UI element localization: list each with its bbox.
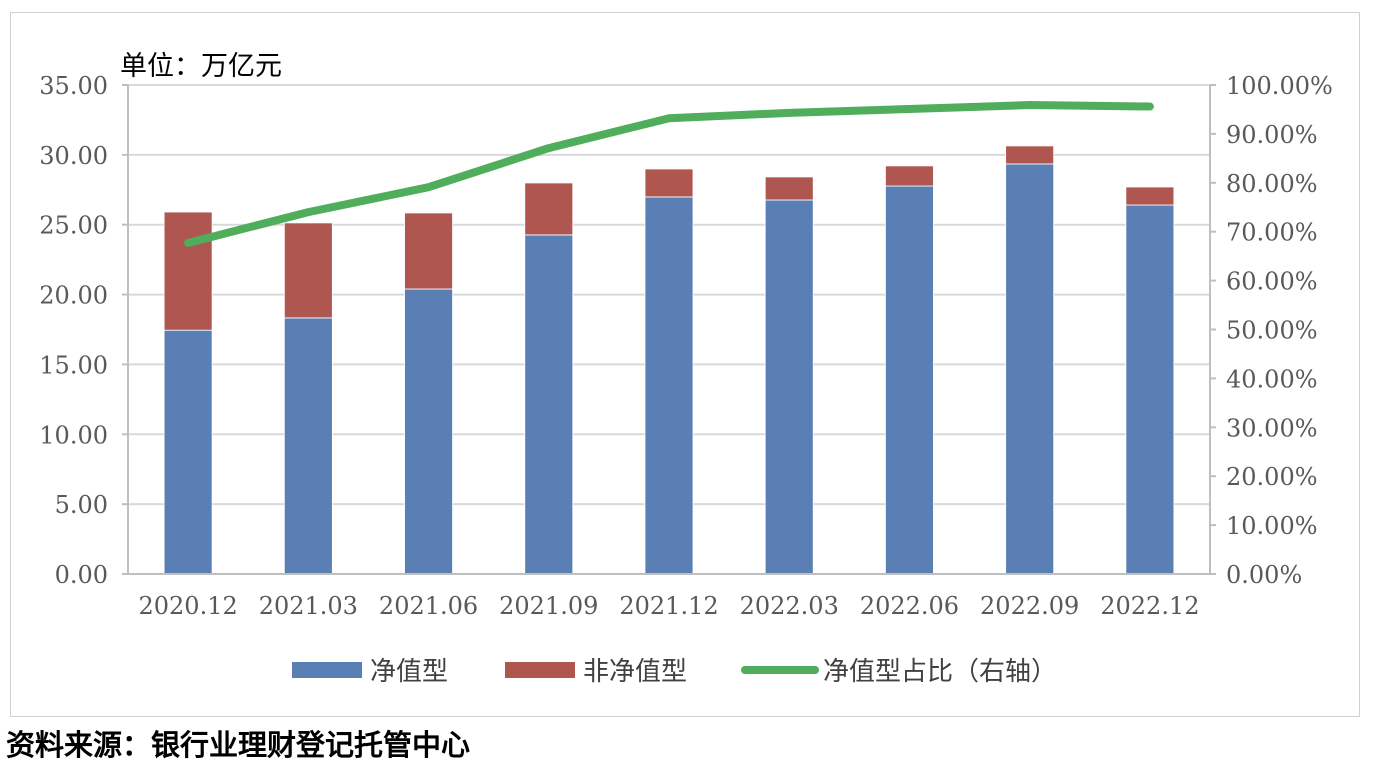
right-tick-label: 70.00% — [1226, 219, 1318, 247]
left-tick-label: 15.00 — [39, 351, 108, 379]
right-tick-label: 100.00% — [1226, 72, 1333, 100]
right-tick-label: 20.00% — [1226, 463, 1318, 491]
chart-frame — [10, 12, 1360, 717]
unit-label: 单位：万亿元 — [120, 51, 282, 82]
left-tick-label: 10.00 — [39, 421, 108, 449]
bar-net-value — [524, 234, 574, 575]
legend-swatch — [292, 662, 362, 678]
bar-non-net-value — [163, 211, 213, 331]
x-tick-label: 2021.12 — [619, 592, 718, 620]
bar-net-value — [404, 288, 453, 575]
legend-label: 净值型 — [370, 657, 448, 687]
bar-net-value — [283, 317, 333, 575]
right-tick-label: 30.00% — [1226, 414, 1318, 442]
left-tick-label: 0.00 — [55, 561, 108, 589]
bar-non-net-value — [524, 182, 574, 236]
x-tick-label: 2021.06 — [379, 592, 478, 620]
bar-net-value — [163, 329, 213, 575]
bar-non-net-value — [283, 222, 333, 319]
right-tick-label: 80.00% — [1226, 170, 1318, 198]
bar-net-value — [885, 185, 934, 575]
bar-net-value — [1005, 163, 1055, 575]
right-tick-label: 0.00% — [1226, 561, 1302, 589]
x-tick-label: 2022.12 — [1100, 592, 1199, 620]
right-tick-label: 10.00% — [1226, 512, 1318, 540]
left-tick-label: 25.00 — [39, 212, 108, 240]
bar-non-net-value — [644, 168, 694, 198]
bar-non-net-value — [1005, 145, 1055, 165]
bar-non-net-value — [885, 165, 934, 187]
legend-label: 净值型占比（右轴） — [823, 657, 1057, 687]
x-tick-label: 2020.12 — [138, 592, 237, 620]
right-tick-label: 90.00% — [1226, 121, 1318, 149]
bar-net-value — [644, 196, 694, 575]
right-tick-label: 40.00% — [1226, 365, 1318, 393]
x-tick-label: 2022.06 — [860, 592, 959, 620]
right-tick-label: 50.00% — [1226, 317, 1318, 345]
bar-net-value — [1125, 204, 1175, 575]
left-tick-label: 30.00 — [39, 142, 108, 170]
x-tick-label: 2021.03 — [259, 592, 358, 620]
left-tick-label: 20.00 — [39, 282, 108, 310]
right-tick-label: 60.00% — [1226, 268, 1318, 296]
legend-label: 非净值型 — [583, 657, 687, 687]
source-note: 资料来源：银行业理财登记托管中心 — [6, 728, 471, 762]
bar-non-net-value — [764, 176, 814, 201]
legend-swatch — [505, 662, 575, 678]
left-tick-label: 35.00 — [39, 72, 108, 100]
bar-non-net-value — [1125, 186, 1175, 206]
x-tick-label: 2021.09 — [499, 592, 598, 620]
x-tick-label: 2022.09 — [980, 592, 1079, 620]
left-tick-label: 5.00 — [55, 491, 108, 519]
bar-non-net-value — [404, 212, 453, 290]
bar-net-value — [764, 199, 814, 575]
x-tick-label: 2022.03 — [740, 592, 839, 620]
